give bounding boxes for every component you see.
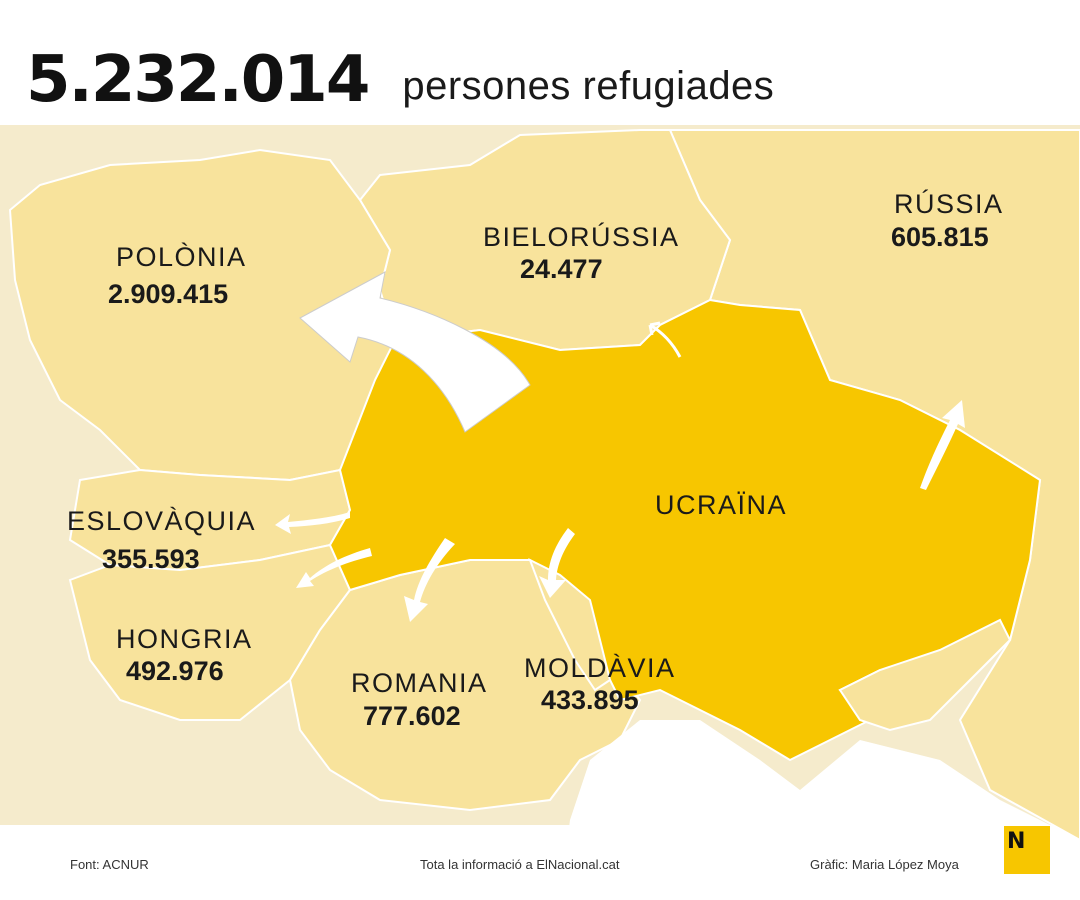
- value-moldova: 433.895: [541, 685, 639, 715]
- label-belarus: BIELORÚSSIA: [483, 221, 680, 252]
- total-label: persones refugiades: [402, 64, 775, 108]
- value-slovakia: 355.593: [102, 544, 200, 574]
- arrow-slovakia: [275, 512, 350, 534]
- label-poland: POLÒNIA: [116, 241, 247, 272]
- arrow-russia: [920, 400, 965, 490]
- footer-credit: Gràfic: Maria López Moya: [810, 857, 959, 872]
- value-hungary: 492.976: [126, 656, 224, 686]
- label-slovakia: ESLOVÀQUIA: [67, 506, 256, 536]
- arrow-poland: [299, 271, 531, 433]
- label-hungary: HONGRIA: [116, 624, 253, 654]
- value-belarus: 24.477: [520, 254, 603, 284]
- label-moldova: MOLDÀVIA: [524, 653, 676, 683]
- arrow-belarus: [648, 321, 682, 358]
- crimea-region: [838, 618, 1012, 732]
- arrow-moldova: [539, 528, 575, 598]
- label-romania: ROMANIA: [351, 668, 488, 698]
- total-refugees: 5.232.014: [26, 43, 370, 117]
- arrow-hungary: [296, 548, 372, 588]
- logo-letter: N: [1007, 829, 1026, 854]
- value-russia: 605.815: [891, 222, 989, 252]
- value-romania: 777.602: [363, 701, 461, 731]
- value-poland: 2.909.415: [108, 279, 228, 309]
- elnacional-logo: N: [1004, 826, 1050, 874]
- footer-source: Font: ACNUR: [70, 857, 149, 872]
- headline: 5.232.014 persones refugiades: [26, 30, 1026, 120]
- black-sea: [560, 720, 1080, 900]
- label-ukraine: UCRAÏNA: [655, 490, 787, 520]
- label-russia: RÚSSIA: [894, 188, 1004, 219]
- footer-info: Tota la informació a ElNacional.cat: [420, 857, 620, 872]
- arrow-romania: [404, 538, 455, 622]
